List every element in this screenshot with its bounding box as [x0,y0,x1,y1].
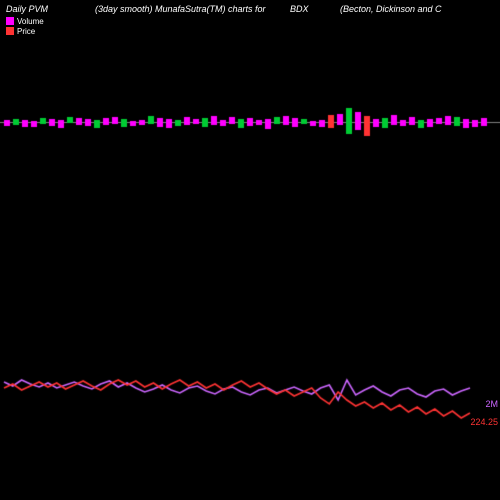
legend-label-price: Price [17,27,35,36]
legend-swatch-price [6,27,14,35]
header-ticker: BDX [290,4,309,14]
header-part-desc: (3day smooth) MunafaSutra(TM) charts for [95,4,266,14]
legend-row-price: Price [6,26,44,36]
price-end-label: 224.25 [470,417,498,427]
chart-canvas [0,0,500,500]
volume-end-label: 2M [485,399,498,409]
legend-swatch-volume [6,17,14,25]
header-company: (Becton, Dickinson and C [340,4,442,14]
legend-row-volume: Volume [6,16,44,26]
header-part-pvm: Daily PVM [6,4,48,14]
legend-label-volume: Volume [17,17,44,26]
legend: Volume Price [6,16,44,36]
